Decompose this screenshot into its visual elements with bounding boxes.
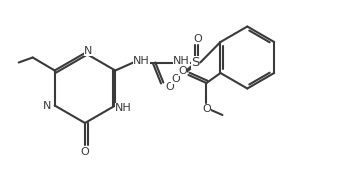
Text: O: O [202,104,211,114]
Text: O: O [178,66,187,76]
Text: O: O [171,73,180,84]
Text: O: O [80,147,89,157]
Text: S: S [191,56,199,69]
Text: NH: NH [115,102,132,113]
Text: O: O [165,83,174,92]
Text: N: N [84,46,92,56]
Text: N: N [42,100,51,110]
Text: O: O [193,33,202,44]
Text: NH: NH [173,55,190,65]
Text: NH: NH [133,55,150,65]
